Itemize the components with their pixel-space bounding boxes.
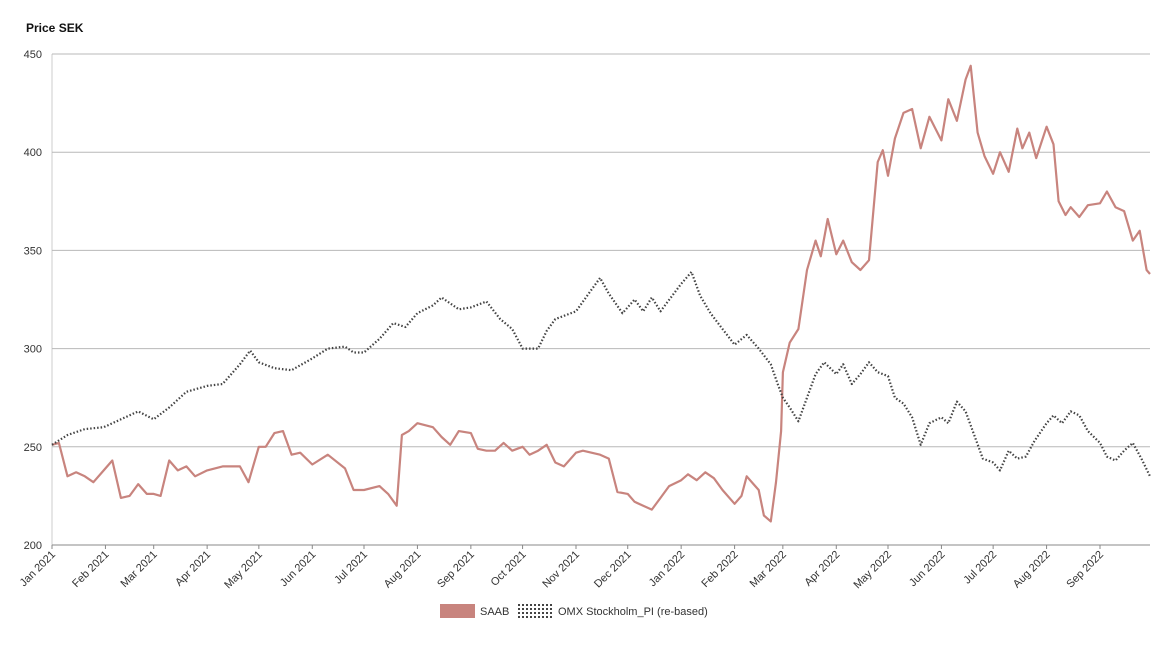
x-tick-label: Jan 2022 bbox=[647, 549, 687, 589]
x-tick-label: Mar 2021 bbox=[118, 549, 159, 590]
x-tick-label: May 2022 bbox=[851, 549, 894, 592]
legend-swatch-omx bbox=[518, 604, 553, 618]
x-tick-label: Feb 2021 bbox=[70, 549, 111, 590]
y-tick-labels: 200 250 300 350 400 450 bbox=[24, 49, 42, 552]
x-tick-label: Apr 2022 bbox=[802, 549, 842, 589]
x-tick-label: Jul 2022 bbox=[961, 549, 999, 587]
y-tick-label-450: 450 bbox=[24, 49, 42, 61]
x-tick-label: Dec 2021 bbox=[592, 549, 634, 591]
x-tick-label: Sep 2021 bbox=[435, 549, 477, 591]
legend: SAAB OMX Stockholm_PI (re-based) bbox=[440, 604, 708, 618]
x-tick-label: Jan 2021 bbox=[18, 549, 58, 589]
x-tick-label: Jun 2022 bbox=[907, 549, 947, 589]
x-tick-label: Jul 2021 bbox=[332, 549, 370, 587]
y-tick-label-200: 200 bbox=[24, 540, 42, 552]
series-line-omx bbox=[51, 270, 1151, 477]
x-tick-label: Oct 2021 bbox=[489, 549, 529, 589]
x-tick-label: Mar 2022 bbox=[748, 549, 789, 590]
x-tick-label: Sep 2022 bbox=[1064, 549, 1106, 591]
x-tick-label: Aug 2021 bbox=[382, 549, 424, 591]
legend-label-omx: OMX Stockholm_PI (re-based) bbox=[558, 606, 708, 618]
series-line-saab bbox=[51, 64, 1151, 523]
x-tick-label: Aug 2022 bbox=[1011, 549, 1053, 591]
y-tick-label-350: 350 bbox=[24, 245, 42, 257]
legend-swatch-saab bbox=[440, 604, 475, 618]
x-tick-label: Nov 2021 bbox=[540, 549, 582, 591]
y-tick-label-300: 300 bbox=[24, 344, 42, 356]
x-tick-label: Apr 2021 bbox=[173, 549, 213, 589]
series-layer bbox=[51, 64, 1151, 523]
x-tick-label: Feb 2022 bbox=[699, 549, 740, 590]
x-tick-label: May 2021 bbox=[222, 549, 265, 592]
y-axis-label: Price SEK bbox=[26, 21, 84, 35]
gridlines bbox=[51, 53, 1150, 546]
x-tick-label: Jun 2021 bbox=[278, 549, 318, 589]
y-tick-label-400: 400 bbox=[24, 147, 42, 159]
legend-label-saab: SAAB bbox=[480, 606, 509, 618]
y-tick-label-250: 250 bbox=[24, 442, 42, 454]
x-tick-labels: Jan 2021 Feb 2021 Mar 2021 Apr 2021 May 2021… bbox=[18, 545, 1106, 592]
